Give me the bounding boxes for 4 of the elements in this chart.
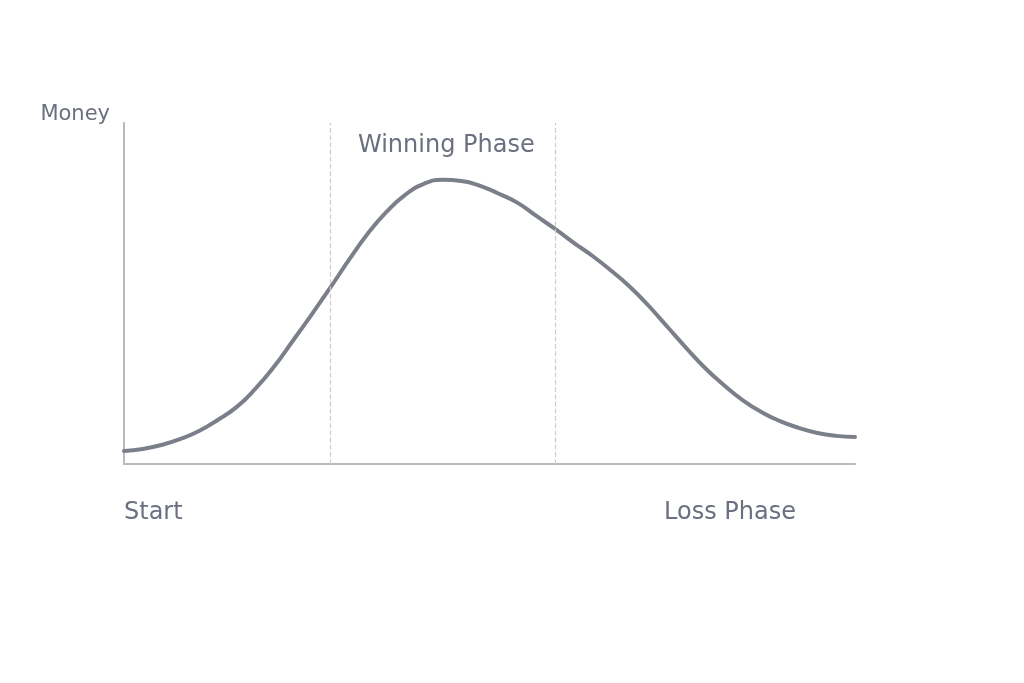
text: Start xyxy=(124,497,183,525)
text: Winning Phase xyxy=(358,130,535,158)
y-axis-title: Money xyxy=(40,100,110,125)
text: Loss Phase xyxy=(664,497,796,525)
